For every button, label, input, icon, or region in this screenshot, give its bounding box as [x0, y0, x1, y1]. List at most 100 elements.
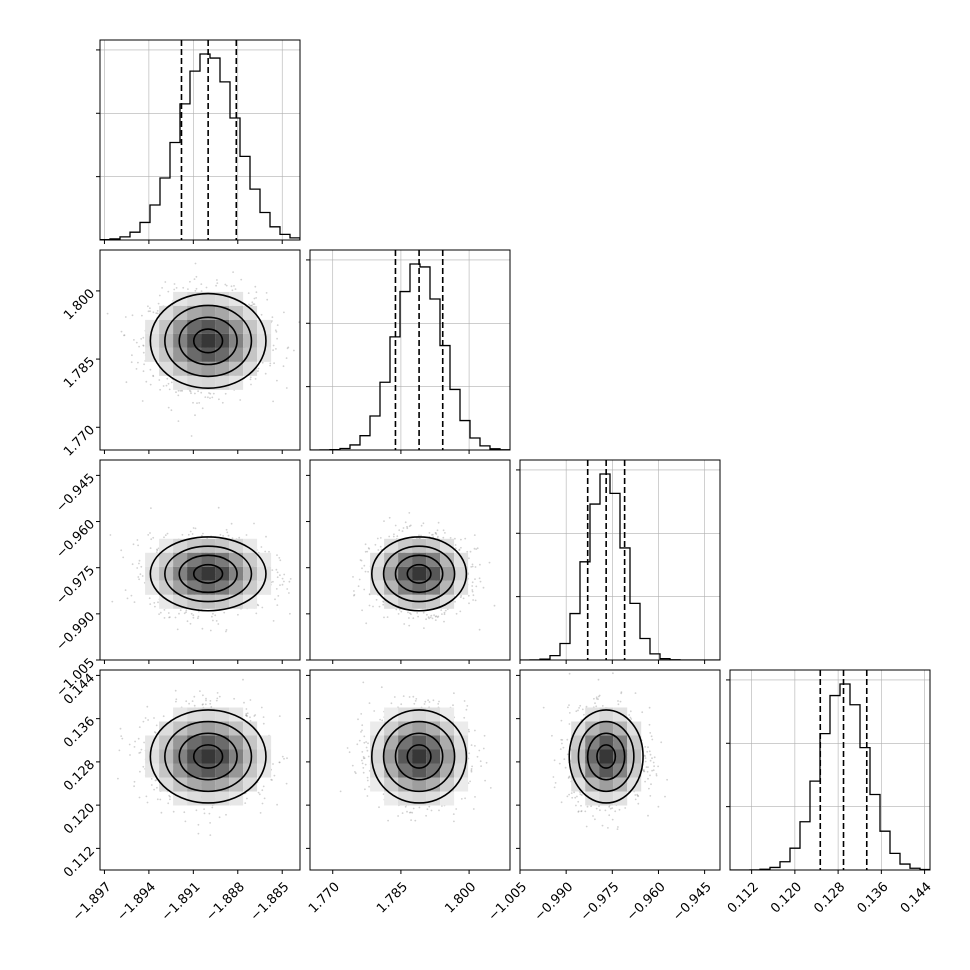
density-cell: [440, 566, 455, 581]
scatter-point: [281, 583, 284, 586]
scatter-point: [410, 613, 412, 616]
scatter-point: [467, 594, 470, 597]
scatter-point: [131, 563, 134, 566]
density-cell: [159, 538, 174, 553]
scatter-point: [149, 603, 152, 605]
scatter-point: [432, 536, 435, 538]
scatter-point: [454, 547, 457, 550]
scatter-point: [458, 548, 461, 551]
scatter-point: [153, 788, 156, 791]
scatter-point: [254, 285, 257, 288]
scatter-point: [158, 379, 161, 381]
panel-3-0: [96, 669, 301, 874]
scatter-point: [357, 585, 360, 588]
scatter-point: [254, 378, 257, 380]
scatter-point: [156, 312, 159, 315]
scatter-point: [412, 617, 415, 620]
scatter-point: [195, 809, 198, 812]
scatter-point: [130, 361, 133, 364]
scatter-point: [162, 385, 165, 387]
scatter-point: [252, 303, 255, 305]
scatter-point: [132, 543, 135, 546]
scatter-point: [471, 563, 474, 566]
scatter-point: [471, 585, 474, 587]
scatter-point: [175, 287, 178, 289]
scatter-point: [478, 628, 481, 631]
scatter-point: [168, 616, 171, 619]
scatter-point: [388, 535, 391, 538]
scatter-point: [179, 609, 182, 612]
panel-plot-area: [117, 678, 288, 836]
density-cell: [243, 594, 258, 609]
scatter-point: [124, 316, 127, 318]
scatter-point: [149, 532, 151, 534]
scatter-point: [289, 612, 291, 615]
scatter-point: [364, 543, 367, 546]
scatter-point: [169, 798, 171, 801]
scatter-point: [363, 588, 366, 591]
scatter-point: [454, 600, 456, 603]
scatter-point: [170, 381, 173, 384]
scatter-point: [217, 623, 220, 625]
panel-frame: [309, 459, 511, 661]
scatter-point: [435, 615, 438, 618]
scatter-point: [407, 611, 409, 614]
scatter-point: [443, 611, 446, 614]
scatter-point: [164, 281, 167, 283]
scatter-point: [435, 533, 438, 535]
scatter-point: [368, 593, 371, 595]
scatter-point: [286, 347, 289, 350]
density-cell: [201, 580, 216, 595]
scatter-point: [303, 591, 305, 593]
scatter-point: [368, 547, 371, 550]
scatter-point: [475, 585, 478, 588]
scatter-point: [218, 816, 221, 819]
density-cell: [201, 319, 216, 334]
density-cell: [243, 333, 258, 348]
scatter-point: [257, 604, 260, 607]
scatter-point: [422, 522, 425, 525]
scatter-point: [462, 597, 465, 600]
scatter-point: [197, 615, 200, 618]
scatter-point: [379, 537, 382, 539]
scatter-point: [190, 435, 193, 437]
scatter-point: [437, 535, 439, 538]
scatter-point: [255, 291, 258, 294]
scatter-point: [190, 392, 192, 395]
scatter-point: [416, 537, 418, 540]
scatter-point: [259, 812, 262, 814]
scatter-point: [395, 608, 398, 611]
density-cell: [201, 375, 216, 390]
scatter-point: [353, 590, 355, 592]
scatter-point: [268, 550, 270, 553]
density-cell: [215, 305, 230, 320]
density-cell: [257, 580, 272, 595]
density-cell: [426, 580, 441, 595]
scatter-point: [197, 832, 200, 835]
density-cell: [257, 552, 272, 567]
scatter-point: [142, 351, 145, 354]
scatter-point: [154, 605, 156, 608]
scatter-point: [286, 588, 289, 590]
contour-line: [370, 536, 468, 612]
scatter-point: [271, 316, 274, 319]
scatter-point: [238, 536, 241, 539]
scatter-point: [231, 537, 234, 540]
contour-line: [382, 545, 456, 603]
scatter-point: [409, 524, 412, 527]
scatter-point: [224, 283, 227, 286]
scatter-point: [251, 301, 254, 304]
scatter-point: [454, 544, 457, 546]
scatter-point: [394, 524, 397, 527]
scatter-point: [382, 600, 384, 603]
scatter-point: [444, 532, 446, 534]
scatter-point: [224, 392, 227, 395]
scatter-point: [204, 703, 207, 706]
scatter-point: [137, 544, 140, 547]
scatter-point: [253, 522, 255, 525]
density-cell: [440, 580, 455, 595]
panel-plot-area: [100, 262, 300, 437]
scatter-point: [147, 310, 150, 313]
scatter-point: [141, 314, 143, 317]
scatter-point: [283, 311, 285, 314]
